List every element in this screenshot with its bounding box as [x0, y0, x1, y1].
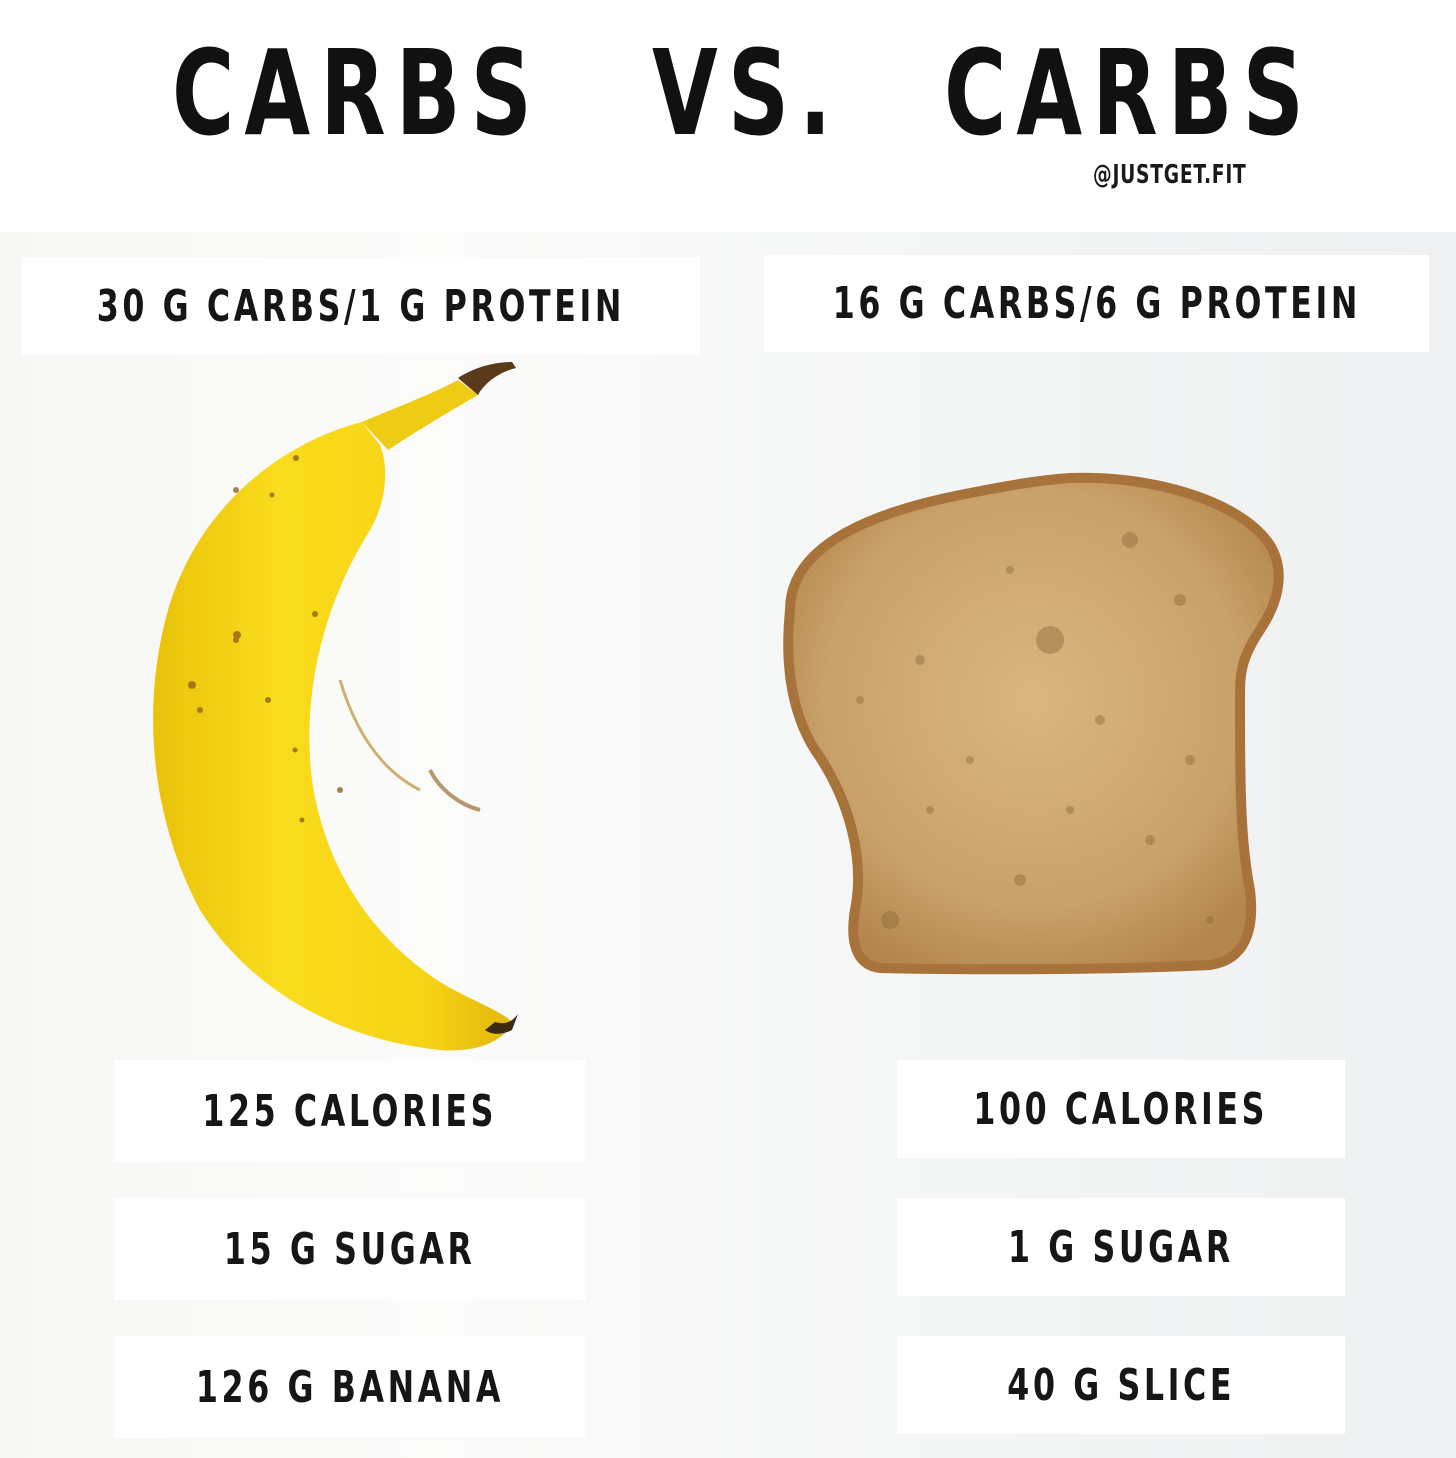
bread-slice-icon	[783, 472, 1284, 975]
bread-calories-text: 100 CALORIES	[973, 1083, 1269, 1135]
title-right: CARBS	[944, 24, 1314, 162]
title-left: CARBS	[172, 24, 542, 162]
bread-serving-text: 40 G SLICE	[1007, 1359, 1235, 1411]
bread-sugar-label: 1 G SUGAR	[897, 1198, 1345, 1296]
banana-serving-text: 126 G BANANA	[195, 1361, 505, 1413]
bread-serving-label: 40 G SLICE	[897, 1336, 1345, 1434]
banana-sugar-label: 15 G SUGAR	[114, 1198, 586, 1300]
banana-calories-label: 125 CALORIES	[114, 1060, 586, 1162]
banana-sugar-text: 15 G SUGAR	[224, 1223, 476, 1275]
bread-calories-label: 100 CALORIES	[897, 1060, 1345, 1158]
bread-macro-label: 16 G CARBS/6 G PROTEIN	[764, 255, 1429, 352]
banana-macro-label: 30 G CARBS/1 G PROTEIN	[22, 257, 700, 355]
header: CARBS VS. CARBS @JUSTGET.FIT	[0, 0, 1456, 232]
banana-macro-text: 30 G CARBS/1 G PROTEIN	[96, 280, 626, 332]
title-vs: VS.	[652, 24, 842, 162]
bread-macro-text: 16 G CARBS/6 G PROTEIN	[832, 278, 1361, 329]
social-handle: @JUSTGET.FIT	[1093, 160, 1247, 190]
bread-sugar-text: 1 G SUGAR	[1008, 1221, 1234, 1273]
banana-calories-text: 125 CALORIES	[202, 1085, 498, 1137]
banana-serving-label: 126 G BANANA	[114, 1336, 586, 1438]
banana-icon	[153, 362, 518, 1051]
